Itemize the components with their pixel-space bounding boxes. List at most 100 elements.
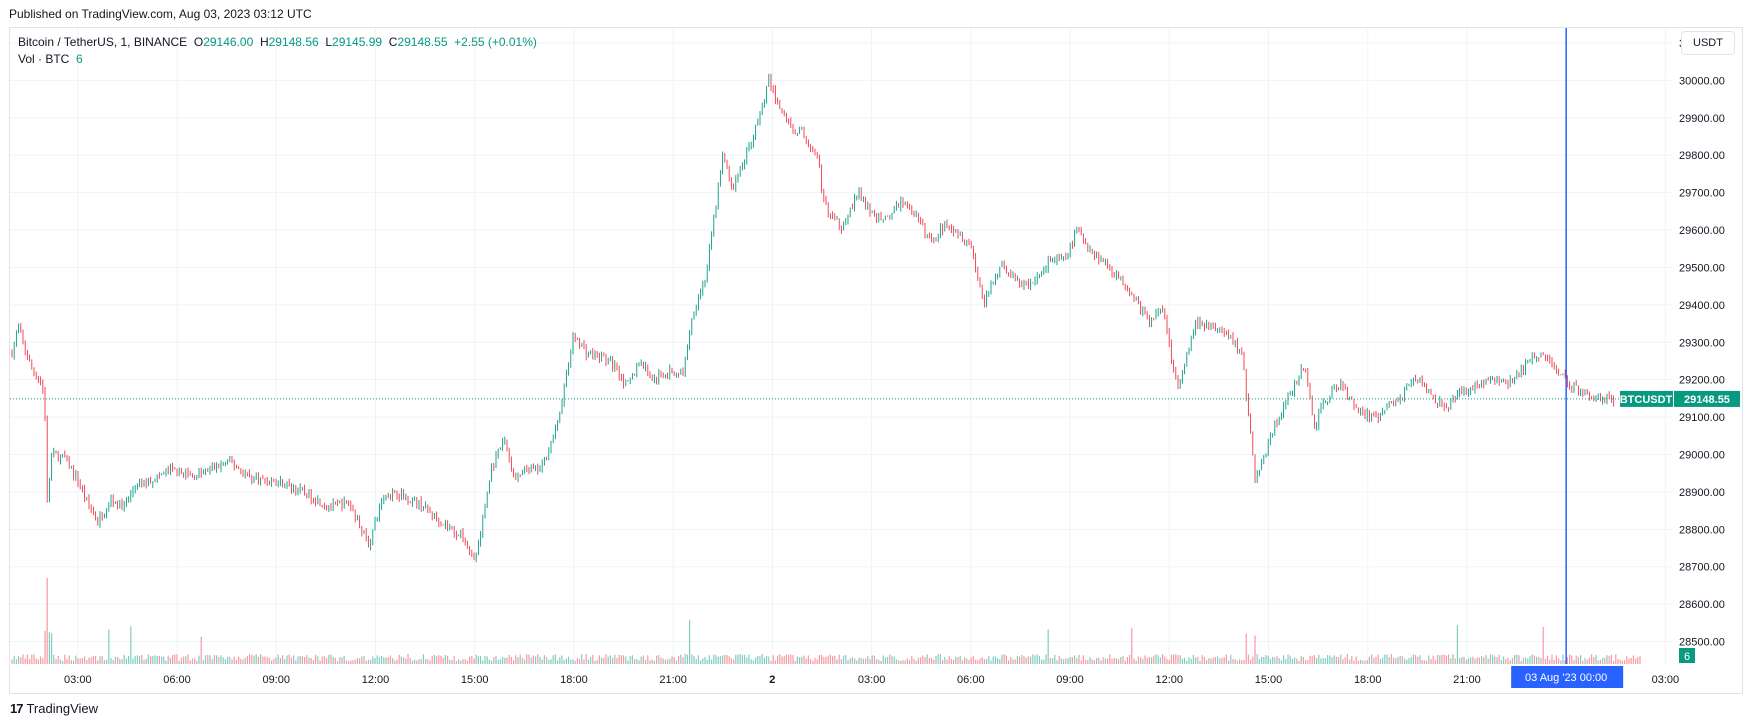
volume-bar <box>983 659 985 664</box>
volume-bar <box>1100 660 1102 664</box>
volume-bar <box>1076 658 1078 664</box>
volume-bar <box>405 658 407 664</box>
volume-bar <box>275 657 277 664</box>
volume-bar <box>491 660 493 664</box>
volume-bar <box>282 655 284 664</box>
currency-button[interactable]: USDT <box>1681 31 1735 55</box>
volume-bar <box>1386 654 1388 664</box>
volume-bar <box>112 659 114 664</box>
volume-bar <box>139 656 141 664</box>
volume-bar <box>739 654 741 664</box>
volume-bar <box>143 659 145 664</box>
volume-bar <box>279 658 281 664</box>
volume-bar <box>1318 654 1320 664</box>
y-tick-label: 29400.00 <box>1679 300 1725 312</box>
symbol-name[interactable]: Bitcoin / TetherUS, 1, BINANCE <box>18 35 188 49</box>
volume-bar <box>1309 655 1311 664</box>
volume-bar <box>1445 655 1447 664</box>
volume-bar <box>1401 656 1403 664</box>
volume-bar <box>253 655 255 664</box>
volume-bar <box>26 654 28 664</box>
x-tick-label: 06:00 <box>163 674 191 686</box>
volume-bar <box>429 660 431 664</box>
volume-bar <box>766 655 768 664</box>
volume-bar <box>1148 657 1150 664</box>
volume-bar <box>284 659 286 664</box>
y-tick-label: 28800.00 <box>1679 524 1725 536</box>
volume-bar <box>528 654 530 664</box>
volume-bar <box>88 657 90 664</box>
volume-bar <box>262 656 264 664</box>
volume-bar <box>35 658 37 664</box>
volume-bar <box>1571 655 1573 664</box>
volume-bar <box>1540 657 1542 664</box>
volume-bar <box>572 659 574 664</box>
volume-bar <box>209 655 211 664</box>
volume-bar <box>845 655 847 664</box>
volume-bar <box>594 660 596 664</box>
volume-bar <box>935 655 937 664</box>
volume-bar <box>695 658 697 664</box>
volume-bar <box>504 657 506 664</box>
volume-bar <box>1140 657 1142 664</box>
volume-bar <box>466 660 468 664</box>
volume-bar <box>909 660 911 664</box>
volume-bar <box>1177 655 1179 664</box>
volume-bar <box>1560 660 1562 664</box>
volume-bar <box>1078 654 1080 664</box>
volume-bar <box>473 658 475 664</box>
volume-bar <box>1492 654 1494 664</box>
volume-bar <box>1175 654 1177 664</box>
volume-bar <box>117 657 119 664</box>
volume-bar <box>1049 657 1051 664</box>
volume-bar <box>510 656 512 664</box>
volume-bar <box>1606 655 1608 664</box>
volume-bar <box>15 659 17 664</box>
volume-bar <box>1582 660 1584 664</box>
volume-bar <box>1349 659 1351 664</box>
volume-bar <box>1151 657 1153 664</box>
volume-bar <box>849 658 851 664</box>
volume-bar <box>717 656 719 664</box>
volume-bar <box>1256 654 1258 664</box>
volume-bar <box>882 655 884 664</box>
volume-bar <box>222 657 224 664</box>
volume-bar <box>1043 659 1045 664</box>
volume-bar <box>488 659 490 664</box>
y-tick-label: 29700.00 <box>1679 188 1725 200</box>
volume-bar <box>636 659 638 664</box>
volume-bar <box>999 659 1001 664</box>
volume-bar <box>702 658 704 664</box>
volume-bar <box>103 660 105 664</box>
volume-bar <box>741 654 743 664</box>
volume-bar <box>1395 658 1397 664</box>
volume-bar <box>141 654 143 664</box>
volume-bar <box>719 656 721 664</box>
volume-bar <box>1580 655 1582 664</box>
volume-bar <box>1096 657 1098 664</box>
volume-bar <box>1478 657 1480 664</box>
volume-bar <box>768 656 770 664</box>
volume-bar <box>1452 654 1454 664</box>
volume-bar <box>524 659 526 664</box>
volume-bar <box>746 657 748 664</box>
volume-bar <box>442 658 444 664</box>
tradingview-logo[interactable]: 17 TradingView <box>10 701 98 716</box>
volume-bar <box>1432 655 1434 664</box>
x-tick-label: 15:00 <box>1255 674 1283 686</box>
volume-bar <box>1001 654 1003 664</box>
volume-bar <box>132 658 134 664</box>
volume-bar <box>418 659 420 664</box>
volume-bar <box>1533 655 1535 664</box>
volume-bar <box>290 657 292 664</box>
volume-bar <box>1034 655 1036 664</box>
volume-bar <box>994 656 996 664</box>
volume-bar <box>86 660 88 664</box>
volume-bar <box>288 654 290 664</box>
volume-bar <box>1313 655 1315 664</box>
volume-bar <box>20 657 22 664</box>
volume-bar <box>1465 659 1467 664</box>
volume-bar <box>614 654 616 664</box>
volume-bar <box>1025 657 1027 664</box>
